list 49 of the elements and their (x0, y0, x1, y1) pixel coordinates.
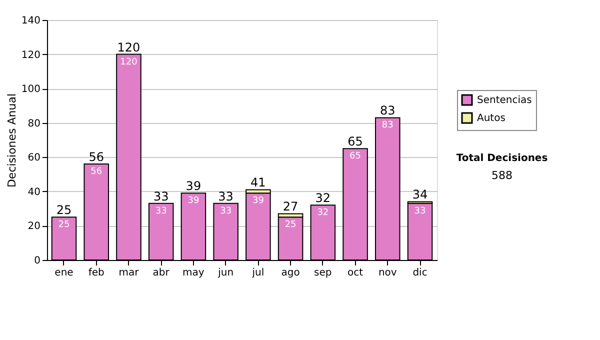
data-label: 39 (252, 196, 264, 206)
x-tick-label: nov (378, 268, 397, 278)
x-tick-label: mar (118, 268, 140, 278)
y-tick-label: 60 (28, 152, 40, 164)
data-label: 32 (317, 208, 329, 218)
x-tick-label: feb (88, 268, 104, 278)
total-label: 120 (117, 40, 140, 54)
x-tick-label: ago (281, 268, 300, 278)
data-label: 120 (120, 57, 138, 68)
text: 588 (492, 169, 512, 182)
y-tick-label: 120 (21, 50, 40, 61)
data-label: 65 (350, 152, 362, 162)
y-tick-label: 80 (28, 118, 40, 130)
total-label: 39 (186, 179, 202, 194)
data-label: 56 (90, 167, 102, 177)
data-label: 83 (382, 120, 394, 131)
y-tick-label: 20 (28, 221, 40, 232)
x-tick-label: may (182, 268, 204, 278)
data-label: 33 (155, 206, 167, 216)
total-label: 34 (412, 188, 428, 202)
data-label: 33 (220, 206, 232, 216)
y-axis-title: Decisiones Anual (5, 93, 18, 188)
total-label: 41 (250, 176, 266, 190)
total-label: 33 (153, 189, 169, 204)
total-label: 65 (348, 134, 363, 149)
y-tick-label: 40 (28, 186, 40, 198)
data-label: 33 (414, 206, 426, 216)
x-tick-label: sep (314, 268, 332, 278)
y-tick-label: 140 (21, 16, 40, 26)
y-tick-label: 0 (34, 256, 40, 266)
total-label: 56 (88, 150, 104, 164)
x-tick-label: oct (348, 268, 364, 278)
y-tick-label: 100 (21, 84, 40, 96)
total-label: 83 (380, 104, 396, 118)
x-tick-label: dic (412, 268, 428, 278)
data-label: 25 (58, 220, 70, 230)
total-label: 25 (56, 203, 72, 218)
total-label: 32 (315, 191, 331, 206)
data-label: 25 (284, 220, 296, 230)
x-tick-label: ene (54, 268, 74, 278)
data-label: 39 (188, 196, 200, 206)
legend-label: Autos (477, 113, 506, 124)
x-tick-label: jun (217, 268, 234, 278)
total-label: 33 (218, 189, 234, 204)
total-label: 27 (282, 200, 298, 214)
legend-label: Sentencias (477, 95, 532, 106)
x-tick-label: abr (152, 268, 170, 278)
text: Total Decisiones (456, 153, 548, 164)
x-tick-label: jul (251, 268, 264, 278)
